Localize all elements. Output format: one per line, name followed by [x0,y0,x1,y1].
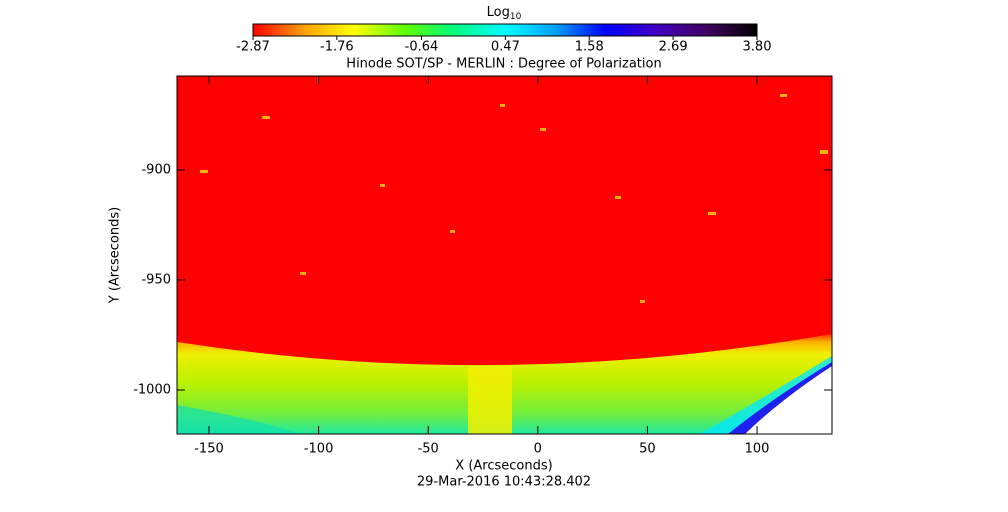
colorbar-tick-label: -2.87 [236,40,270,55]
x-axis-label: X (Arcseconds) [455,459,552,474]
colorbar-label: Log10 [487,5,522,22]
y-tick-label: -950 [141,272,171,287]
x-tick-label: 0 [534,442,542,457]
date-label: 29-Mar-2016 10:43:28.402 [417,475,591,490]
colorbar-tick-label: 0.47 [491,40,520,55]
colorbar-tick-label: 3.80 [743,40,772,55]
y-axis-label: Y (Arcseconds) [108,207,123,304]
colorbar-tick-label: 2.69 [659,40,688,55]
y-tick-label: -900 [141,162,171,177]
colorbar-tick-label: -0.64 [405,40,439,55]
x-tick-label: -100 [304,442,334,457]
chart-title: Hinode SOT/SP - MERLIN : Degree of Polar… [346,57,661,72]
x-tick-label: 50 [639,442,656,457]
heatmap [177,76,832,434]
plot-frame [176,75,833,435]
colorbar-tick-label: 1.58 [575,40,604,55]
x-tick-label: -150 [194,442,224,457]
image-region [177,405,300,434]
colorbar [252,23,758,37]
y-tick-label: -1000 [133,382,171,397]
image-region [745,366,832,434]
x-tick-label: -50 [418,442,439,457]
speckles [200,94,828,303]
colorbar-tick-label: -1.76 [320,40,354,55]
x-tick-label: 100 [745,442,770,457]
image-region [468,366,512,434]
